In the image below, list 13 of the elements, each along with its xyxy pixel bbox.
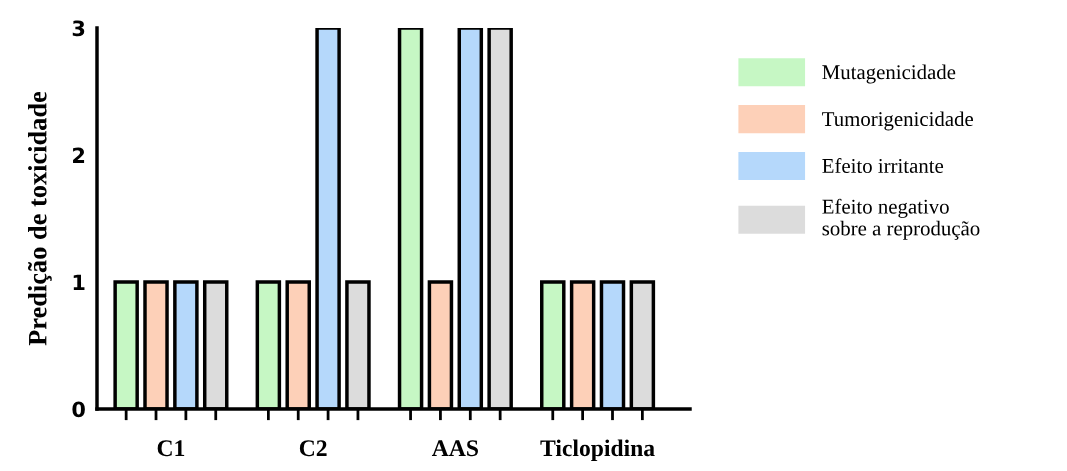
x-tick-label: C1 (157, 440, 185, 457)
y-axis-title: Predição de toxicidade (27, 91, 52, 346)
y-tick-label: 1 (73, 274, 85, 290)
x-tick-label: AAS (431, 440, 478, 457)
y-tick-label: 2 (73, 147, 85, 163)
legend-label: Tumorigenicidade (822, 111, 973, 131)
legend-label: Mutagenicidade (822, 64, 956, 84)
y-tick-label: 0 (72, 401, 85, 418)
x-tick-label: Ticlopidina (540, 439, 655, 461)
x-tick-label: C2 (299, 440, 327, 457)
legend-label: Efeito negativo sobre a reprodução (822, 198, 980, 240)
legend-label: Efeito irritante (822, 158, 944, 173)
y-tick-label: 3 (72, 20, 85, 37)
